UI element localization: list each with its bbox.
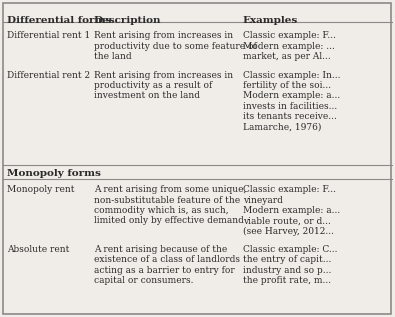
Text: Classic example: F...
Modern example: ...
market, as per Al...: Classic example: F... Modern example: ..… (243, 31, 336, 61)
Text: Examples: Examples (243, 16, 298, 24)
Text: Absolute rent: Absolute rent (7, 245, 70, 254)
Text: Monopoly forms: Monopoly forms (7, 170, 101, 178)
Text: Differential forms: Differential forms (7, 16, 111, 24)
Text: Rent arising from increases in
productivity as a result of
investment on the lan: Rent arising from increases in productiv… (94, 70, 233, 100)
Text: A rent arising because of the
existence of a class of landlords
acting as a barr: A rent arising because of the existence … (94, 245, 239, 285)
Text: Description: Description (94, 16, 161, 24)
Text: Monopoly rent: Monopoly rent (7, 185, 75, 194)
Text: Differential rent 2: Differential rent 2 (7, 70, 90, 80)
Text: Classic example: C...
the entry of capit...
industry and so p...
the profit rate: Classic example: C... the entry of capit… (243, 245, 337, 285)
Text: Classic example: In...
fertility of the soi...
Modern example: a...
invests in f: Classic example: In... fertility of the … (243, 70, 340, 132)
Text: Differential rent 1: Differential rent 1 (7, 31, 90, 40)
Text: A rent arising from some unique,
non-substitutable feature of the
commodity whic: A rent arising from some unique, non-sub… (94, 185, 246, 225)
Text: Rent arising from increases in
productivity due to some feature of
the land: Rent arising from increases in productiv… (94, 31, 256, 61)
FancyBboxPatch shape (3, 3, 391, 314)
Text: Classic example: F...
vineyard
Modern example: a...
viable route, or d...
(see H: Classic example: F... vineyard Modern ex… (243, 185, 340, 236)
